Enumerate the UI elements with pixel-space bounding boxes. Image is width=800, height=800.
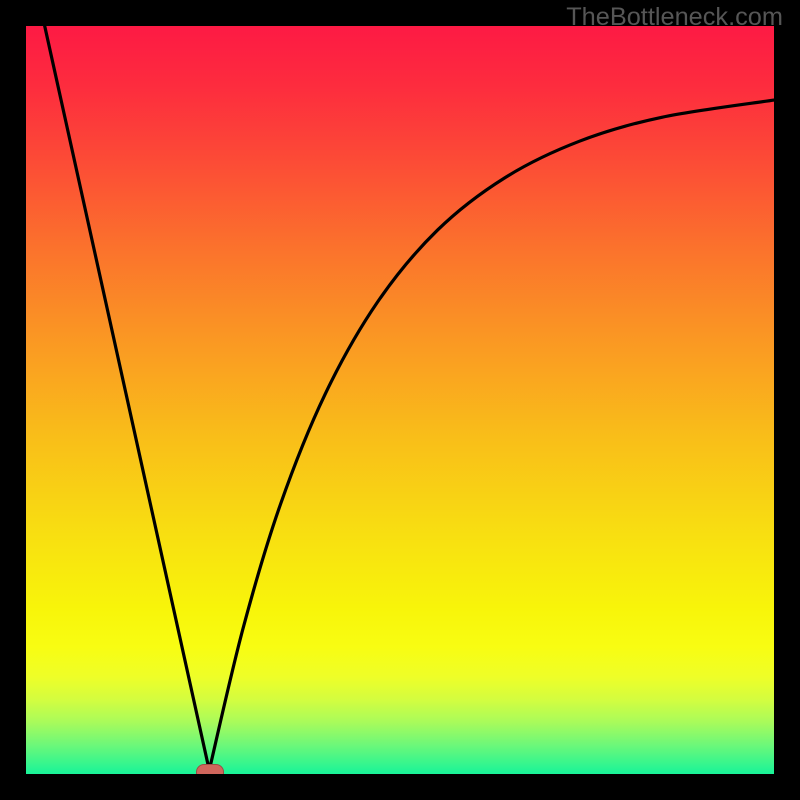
resonance-curve — [45, 26, 774, 770]
frame-left — [0, 0, 26, 800]
curve-layer — [26, 26, 774, 774]
watermark-text: TheBottleneck.com — [566, 3, 783, 32]
frame-bottom — [0, 774, 800, 800]
bottleneck-chart: TheBottleneck.com — [0, 0, 800, 800]
frame-right — [774, 0, 800, 800]
